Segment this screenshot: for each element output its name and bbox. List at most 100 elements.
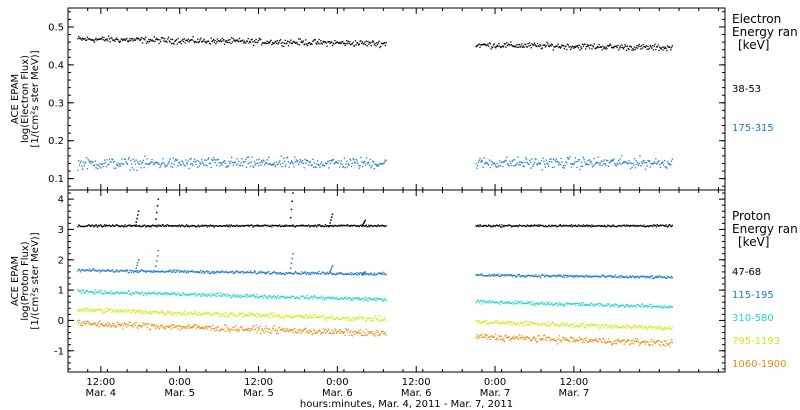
x-tick-label-time: 0:00 (168, 377, 190, 388)
data-point (208, 157, 210, 159)
data-point (380, 272, 382, 274)
data-point (529, 301, 531, 303)
data-point (620, 274, 622, 277)
data-point (270, 39, 272, 41)
data-point (332, 42, 334, 45)
data-point (346, 273, 349, 275)
data-point (636, 224, 638, 227)
data-point (276, 163, 279, 166)
data-point (112, 271, 115, 273)
data-point (182, 225, 185, 227)
data-point (100, 163, 103, 165)
data-point (152, 292, 154, 294)
data-point (509, 160, 511, 162)
data-point (540, 301, 543, 303)
data-point (573, 302, 576, 304)
data-point (105, 292, 107, 294)
data-point (626, 276, 629, 279)
data-point (606, 275, 608, 278)
data-point (117, 292, 119, 294)
data-point (233, 225, 235, 227)
data-point (247, 327, 249, 330)
data-point (159, 39, 161, 41)
data-point (261, 161, 264, 163)
data-point (179, 270, 182, 272)
data-point (238, 160, 240, 162)
data-point (265, 162, 267, 164)
data-point (574, 340, 577, 343)
data-point (211, 295, 213, 297)
data-point (342, 273, 345, 276)
data-point (547, 324, 549, 326)
data-point (342, 225, 344, 227)
data-point (155, 162, 157, 164)
data-point (167, 38, 169, 40)
data-point (605, 324, 607, 326)
data-point (304, 271, 306, 273)
data-point (197, 160, 200, 162)
data-point (659, 274, 661, 277)
data-point (235, 224, 238, 227)
data-point (350, 224, 352, 227)
data-point (141, 291, 143, 294)
data-point (538, 303, 540, 306)
data-point (288, 41, 290, 43)
data-point (130, 294, 133, 296)
data-point (509, 224, 511, 226)
data-point (111, 225, 113, 227)
data-point (476, 335, 479, 338)
data-point (166, 293, 168, 295)
data-point (230, 271, 233, 273)
data-point (627, 276, 629, 278)
data-point (128, 157, 130, 159)
data-point (91, 224, 93, 226)
data-point (606, 342, 608, 344)
data-point (111, 322, 114, 325)
data-point (495, 320, 497, 322)
data-point (302, 272, 305, 275)
data-point (105, 324, 107, 326)
data-point (598, 275, 600, 277)
data-point (614, 340, 617, 342)
data-point (533, 224, 536, 226)
data-point (565, 302, 567, 304)
data-point (87, 224, 89, 227)
data-point (492, 224, 495, 227)
data-point (186, 327, 188, 330)
data-point (639, 325, 641, 328)
data-point (643, 306, 645, 308)
data-point (278, 327, 280, 329)
data-point (110, 161, 112, 163)
data-point (377, 272, 379, 274)
data-point (77, 289, 79, 291)
data-point (554, 338, 556, 340)
data-point (476, 224, 479, 226)
data-point (275, 314, 277, 316)
data-point (562, 276, 564, 278)
data-point (77, 270, 79, 272)
data-point (383, 273, 386, 275)
data-point (104, 323, 107, 325)
data-point (659, 224, 662, 226)
data-point (481, 274, 483, 276)
data-point (595, 47, 597, 49)
data-point (331, 318, 333, 320)
data-point (78, 322, 80, 324)
data-point (336, 298, 338, 301)
data-point (663, 307, 665, 309)
data-point (641, 47, 644, 49)
data-point (279, 314, 281, 316)
data-point (566, 274, 569, 277)
data-point (558, 162, 561, 164)
data-point (144, 324, 146, 327)
data-point (488, 275, 490, 277)
data-point (580, 46, 582, 48)
data-point (650, 303, 652, 305)
data-point (585, 224, 588, 226)
data-point (580, 225, 582, 227)
data-point (170, 225, 172, 227)
data-point (216, 327, 219, 329)
data-point (310, 225, 312, 227)
data-point (108, 324, 110, 326)
data-point (216, 292, 219, 295)
